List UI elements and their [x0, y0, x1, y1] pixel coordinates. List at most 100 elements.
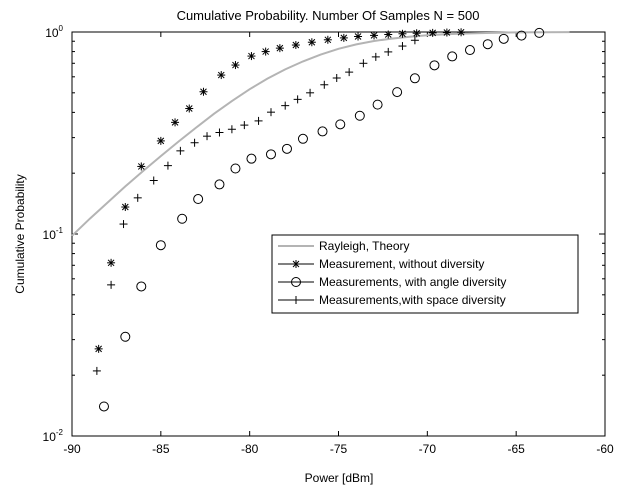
data-point-circle: [534, 27, 545, 38]
data-point-star: [94, 344, 103, 353]
y-axis: 100 10-1 10-2: [43, 24, 605, 444]
plot-area: [71, 31, 606, 437]
data-point-circle: [516, 30, 527, 41]
data-point-plus: [293, 95, 302, 104]
data-point-circle: [372, 99, 383, 110]
data-point-circle: [193, 194, 204, 205]
data-point-plus: [320, 80, 329, 89]
data-point-plus: [215, 128, 224, 137]
data-point-circle: [297, 133, 308, 144]
y-axis-label: Cumulative Probability: [13, 174, 27, 293]
data-point-star: [107, 258, 116, 267]
data-point-star: [261, 47, 270, 56]
rayleigh-theory-line: [71, 31, 570, 237]
data-point-star: [339, 33, 348, 42]
data-point-star: [137, 162, 146, 171]
data-point-plus: [176, 146, 185, 155]
data-point-plus: [359, 59, 368, 68]
data-point-circle: [136, 281, 147, 292]
data-point-plus: [306, 88, 315, 97]
data-point-circle: [392, 87, 403, 98]
data-point-star: [307, 38, 316, 47]
data-point-circle: [482, 39, 493, 50]
y-tick-label: 10-2: [43, 428, 64, 444]
data-point-plus: [107, 280, 116, 289]
data-point-plus: [384, 47, 393, 56]
legend-box: [271, 234, 579, 314]
data-point-plus: [163, 161, 172, 170]
data-point-plus: [149, 176, 158, 185]
data-point-star: [412, 29, 421, 38]
y-tick-label: 10-1: [43, 226, 64, 242]
data-point-plus: [371, 52, 380, 61]
x-tick-label: -75: [330, 442, 348, 456]
data-series: [71, 27, 570, 412]
data-point-star: [292, 260, 300, 268]
legend-entry-label: Measurements, with angle diversity: [319, 275, 506, 289]
data-point-star: [231, 61, 240, 70]
data-point-star: [442, 28, 451, 37]
data-point-plus: [203, 132, 212, 141]
data-point-plus: [332, 73, 341, 82]
data-point-circle: [177, 213, 188, 224]
x-tick-label: -80: [241, 442, 259, 456]
data-point-circle: [246, 153, 257, 164]
data-point-circle: [155, 240, 166, 251]
data-point-plus: [190, 138, 199, 147]
data-point-circle: [447, 51, 458, 62]
data-point-star: [121, 203, 130, 212]
data-point-star: [199, 87, 208, 96]
data-point-star: [217, 71, 226, 80]
data-point-plus: [92, 366, 101, 375]
data-point-star: [370, 31, 379, 40]
data-point-plus: [410, 36, 419, 45]
data-point-circle: [429, 60, 440, 71]
data-point-star: [457, 28, 466, 37]
data-point-star: [156, 136, 165, 145]
data-point-plus: [119, 220, 128, 229]
data-point-circle: [230, 163, 241, 174]
x-tick-label: -85: [152, 442, 170, 456]
data-point-plus: [345, 68, 354, 77]
data-point-star: [291, 41, 300, 50]
data-point-circle: [498, 33, 509, 44]
data-point-plus: [254, 116, 263, 125]
data-point-plus: [240, 121, 249, 130]
data-point-circle: [291, 277, 301, 287]
data-point-circle: [281, 143, 292, 154]
legend: Rayleigh, Theory Measurement, without div…: [271, 234, 579, 314]
data-point-circle: [354, 110, 365, 121]
data-point-star: [323, 35, 332, 44]
data-point-circle: [98, 401, 109, 412]
data-point-plus: [292, 296, 300, 304]
data-point-circle: [409, 73, 420, 84]
data-point-star: [354, 32, 363, 41]
legend-entry-label: Rayleigh, Theory: [319, 239, 410, 253]
legend-entry-label: Measurement, without diversity: [319, 257, 484, 271]
data-point-star: [185, 104, 194, 113]
x-tick-label: -90: [63, 442, 81, 456]
data-point-circle: [120, 331, 131, 342]
data-point-star: [275, 44, 284, 53]
data-point-plus: [133, 193, 142, 202]
data-point-star: [398, 29, 407, 38]
x-tick-label: -60: [596, 442, 614, 456]
data-point-star: [384, 30, 393, 39]
data-point-plus: [227, 125, 236, 134]
data-point-plus: [281, 101, 290, 110]
data-point-star: [428, 28, 437, 37]
data-point-star: [171, 118, 180, 127]
data-point-circle: [335, 119, 346, 130]
data-point-circle: [265, 149, 276, 160]
x-axis-label: Power [dBm]: [305, 471, 374, 485]
legend-entry-label: Measurements,with space diversity: [319, 293, 506, 307]
data-point-plus: [398, 42, 407, 51]
data-point-circle: [464, 45, 475, 56]
x-tick-label: -65: [507, 442, 525, 456]
chart-title: Cumulative Probability. Number Of Sample…: [177, 8, 480, 23]
data-point-star: [247, 52, 256, 61]
data-point-circle: [317, 126, 328, 137]
data-point-circle: [214, 179, 225, 190]
y-tick-label: 100: [45, 24, 63, 40]
